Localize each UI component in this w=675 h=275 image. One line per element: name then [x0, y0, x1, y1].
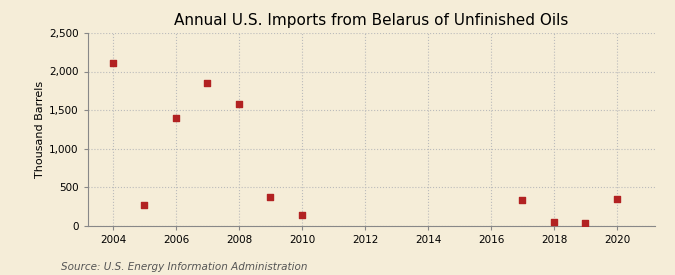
Point	[517, 198, 528, 202]
Point	[296, 213, 307, 218]
Point	[549, 219, 560, 224]
Point	[107, 61, 118, 65]
Title: Annual U.S. Imports from Belarus of Unfinished Oils: Annual U.S. Imports from Belarus of Unfi…	[174, 13, 568, 28]
Point	[202, 81, 213, 85]
Point	[265, 195, 276, 199]
Y-axis label: Thousand Barrels: Thousand Barrels	[35, 81, 45, 178]
Text: Source: U.S. Energy Information Administration: Source: U.S. Energy Information Administ…	[61, 262, 307, 272]
Point	[139, 202, 150, 207]
Point	[171, 116, 182, 120]
Point	[612, 196, 622, 201]
Point	[234, 102, 244, 106]
Point	[580, 221, 591, 226]
